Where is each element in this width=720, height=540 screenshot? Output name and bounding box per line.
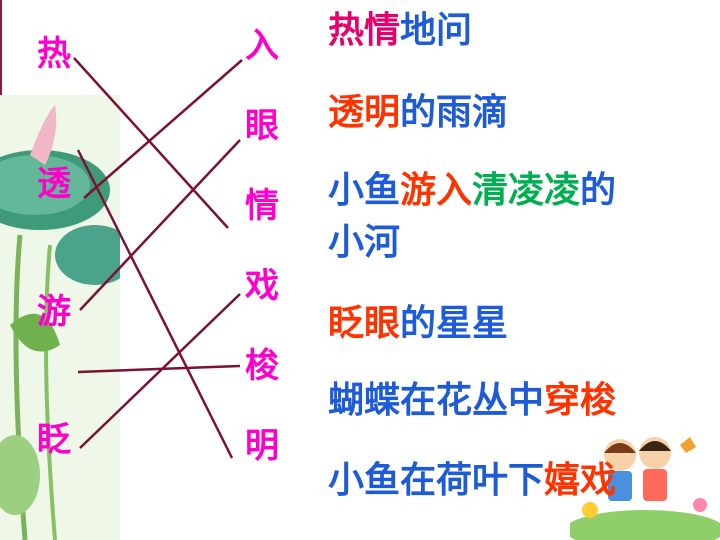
match-line-1 (73, 57, 229, 229)
left-char-4: 眨 (37, 420, 71, 460)
right-char-6: 明 (245, 426, 279, 466)
phrase-4-seg-1: 小河 (328, 222, 401, 263)
match-line-4 (79, 139, 241, 311)
right-char-3: 情 (245, 186, 279, 226)
phrase-1: 热情地问 (328, 10, 472, 52)
left-char-3: 游 (37, 292, 71, 332)
children-illustration (570, 437, 720, 540)
phrase-5: 眨眼的星星 (328, 303, 508, 345)
phrase-6: 蝴蝶在花丛中穿梭 (328, 380, 616, 422)
phrase-1-seg-3: 地问 (400, 10, 473, 51)
match-line-6 (79, 293, 241, 449)
phrase-4: 小河 (328, 222, 400, 264)
phrase-7-seg-2: 嬉戏 (544, 460, 617, 501)
phrase-2-seg-2: 的雨滴 (400, 92, 509, 133)
phrase-6-seg-1: 蝴蝶在花丛中 (328, 380, 545, 421)
left-char-2: 透 (37, 164, 71, 204)
phrase-3-seg-3: 清凌凌 (472, 170, 581, 211)
left-border (0, 0, 2, 100)
right-char-4: 戏 (245, 266, 279, 306)
match-line-3 (76, 149, 234, 459)
phrase-1-seg-1: 热 (328, 10, 365, 51)
phrase-1-seg-2: 情 (364, 10, 401, 51)
left-char-1: 热 (37, 34, 71, 74)
match-line-5 (77, 364, 241, 374)
phrase-7-seg-1: 小鱼在荷叶下 (328, 460, 545, 501)
right-char-5: 梭 (245, 346, 279, 386)
phrase-3: 小鱼游入清凌凌的 (328, 170, 616, 212)
phrase-5-seg-2: 的星星 (400, 303, 509, 344)
phrase-2-seg-1: 透明 (328, 92, 401, 133)
right-char-1: 入 (245, 26, 279, 66)
phrase-7: 小鱼在荷叶下嬉戏 (328, 460, 616, 502)
phrase-3-seg-1: 小鱼 (328, 170, 401, 211)
lotus-decoration (0, 95, 120, 540)
phrase-5-seg-1: 眨眼 (328, 303, 401, 344)
phrase-3-seg-2: 游入 (400, 170, 473, 211)
right-char-2: 眼 (245, 106, 279, 146)
phrase-3-seg-4: 的 (580, 170, 617, 211)
match-line-2 (83, 59, 243, 199)
phrase-2: 透明的雨滴 (328, 92, 508, 134)
phrase-6-seg-2: 穿梭 (544, 380, 617, 421)
